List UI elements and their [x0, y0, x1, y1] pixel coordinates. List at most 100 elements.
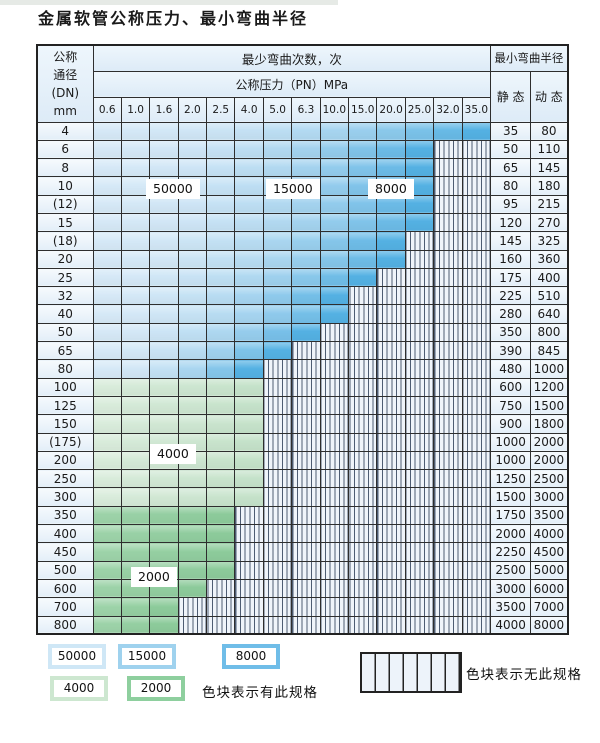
spec-unavailable-cell — [461, 341, 492, 361]
spec-unavailable-cell — [376, 432, 406, 452]
spec-unavailable-cell — [291, 395, 321, 416]
spec-available-cell — [92, 121, 122, 141]
static-radius-value: 3000 — [490, 578, 532, 599]
pressure-tick: 10.0 — [319, 96, 350, 123]
spec-available-cell — [120, 359, 151, 379]
spec-unavailable-cell — [291, 359, 321, 379]
spec-available-cell — [177, 542, 208, 562]
spec-unavailable-cell — [433, 505, 463, 526]
legend-swatch-label: 8000 — [226, 648, 276, 665]
static-radius-value: 480 — [490, 359, 532, 379]
spec-available-cell — [348, 121, 378, 141]
spec-available-cell — [149, 322, 179, 343]
dynamic-radius-value: 270 — [530, 212, 569, 233]
spec-unavailable-cell — [433, 341, 463, 361]
static-radius-value: 145 — [490, 231, 532, 251]
spec-available-cell — [149, 121, 179, 141]
dn-value: 6 — [36, 139, 94, 160]
spec-available-cell — [177, 505, 208, 526]
spec-available-cell — [262, 249, 293, 269]
bend-cycle-zone-label: 15000 — [266, 179, 320, 199]
dn-value: 32 — [36, 286, 94, 306]
spec-available-cell — [120, 597, 151, 617]
static-radius-value: 1250 — [490, 469, 532, 489]
spec-unavailable-cell — [348, 524, 378, 544]
spec-available-cell — [92, 158, 122, 178]
spec-unavailable-cell — [319, 615, 350, 635]
bend-cycle-zone-label: 50000 — [146, 179, 200, 199]
spec-available-cell — [234, 267, 264, 288]
spec-unavailable-cell — [461, 615, 492, 635]
spec-unavailable-cell — [461, 359, 492, 379]
spec-unavailable-cell — [433, 267, 463, 288]
spec-available-cell — [177, 560, 208, 580]
table-row: 450 2250 4500 — [36, 542, 569, 562]
spec-unavailable-cell — [461, 377, 492, 397]
spec-unavailable-cell — [319, 597, 350, 617]
spec-unavailable-cell — [376, 560, 406, 580]
pressure-tick: 1.0 — [120, 96, 151, 123]
spec-available-cell — [319, 158, 350, 178]
spec-unavailable-cell — [262, 395, 293, 416]
spec-available-cell — [206, 524, 236, 544]
spec-available-cell — [206, 560, 236, 580]
spec-unavailable-cell — [348, 304, 378, 324]
spec-unavailable-cell — [461, 249, 492, 269]
spec-unavailable-cell — [461, 395, 492, 416]
spec-unavailable-cell — [348, 359, 378, 379]
spec-unavailable-cell — [433, 524, 463, 544]
spec-available-cell — [262, 121, 293, 141]
spec-unavailable-cell — [461, 212, 492, 233]
spec-available-cell — [234, 121, 264, 141]
static-radius-value: 750 — [490, 395, 532, 416]
legend-present-label: 色块表示有此规格 — [202, 685, 318, 701]
spec-unavailable-cell — [376, 304, 406, 324]
spec-unavailable-cell — [376, 322, 406, 343]
dn-header-line: (DN) — [51, 85, 80, 100]
spec-unavailable-cell — [404, 249, 435, 269]
spec-available-cell — [92, 249, 122, 269]
spec-available-cell — [149, 487, 179, 507]
spec-unavailable-cell — [461, 158, 492, 178]
spec-unavailable-cell — [376, 267, 406, 288]
dn-value: 15 — [36, 212, 94, 233]
spec-unavailable-cell — [461, 432, 492, 452]
table-row: 8 65 145 — [36, 158, 569, 178]
spec-unavailable-cell — [461, 542, 492, 562]
spec-available-cell — [262, 231, 293, 251]
table-row: 800 4000 8000 — [36, 615, 569, 635]
spec-table-container: 公称 通径 (DN) mm 最少弯曲次数，次 最小弯曲半径 公称压力（PN）MPa 静 态动 … — [36, 44, 569, 636]
spec-available-cell — [120, 414, 151, 434]
pressure-tick: 32.0 — [433, 96, 463, 123]
spec-unavailable-cell — [404, 615, 435, 635]
pressure-tick: 20.0 — [376, 96, 406, 123]
spec-unavailable-cell — [433, 194, 463, 214]
spec-unavailable-cell — [433, 395, 463, 416]
spec-unavailable-cell — [461, 578, 492, 599]
table-row: (175) 1000 2000 — [36, 432, 569, 452]
spec-available-cell — [234, 414, 264, 434]
spec-available-cell — [92, 615, 122, 635]
spec-available-cell — [149, 377, 179, 397]
spec-unavailable-cell — [433, 212, 463, 233]
spec-unavailable-cell — [461, 414, 492, 434]
spec-available-cell — [234, 158, 264, 178]
spec-available-cell — [206, 286, 236, 306]
spec-unavailable-cell — [348, 395, 378, 416]
spec-available-cell — [319, 304, 350, 324]
spec-available-cell — [348, 139, 378, 160]
spec-available-cell — [177, 158, 208, 178]
spec-unavailable-cell — [262, 524, 293, 544]
spec-available-cell — [120, 505, 151, 526]
spec-unavailable-cell — [433, 139, 463, 160]
spec-available-cell — [319, 231, 350, 251]
spec-available-cell — [92, 395, 122, 416]
column-header-bend-cycles: 最少弯曲次数，次 — [92, 44, 492, 72]
spec-available-cell — [120, 212, 151, 233]
table-row: 6 50 110 — [36, 139, 569, 160]
static-radius-value: 80 — [490, 176, 532, 196]
table-row: 32 225 510 — [36, 286, 569, 306]
spec-available-cell — [177, 469, 208, 489]
spec-available-cell — [206, 469, 236, 489]
spec-available-cell — [92, 469, 122, 489]
